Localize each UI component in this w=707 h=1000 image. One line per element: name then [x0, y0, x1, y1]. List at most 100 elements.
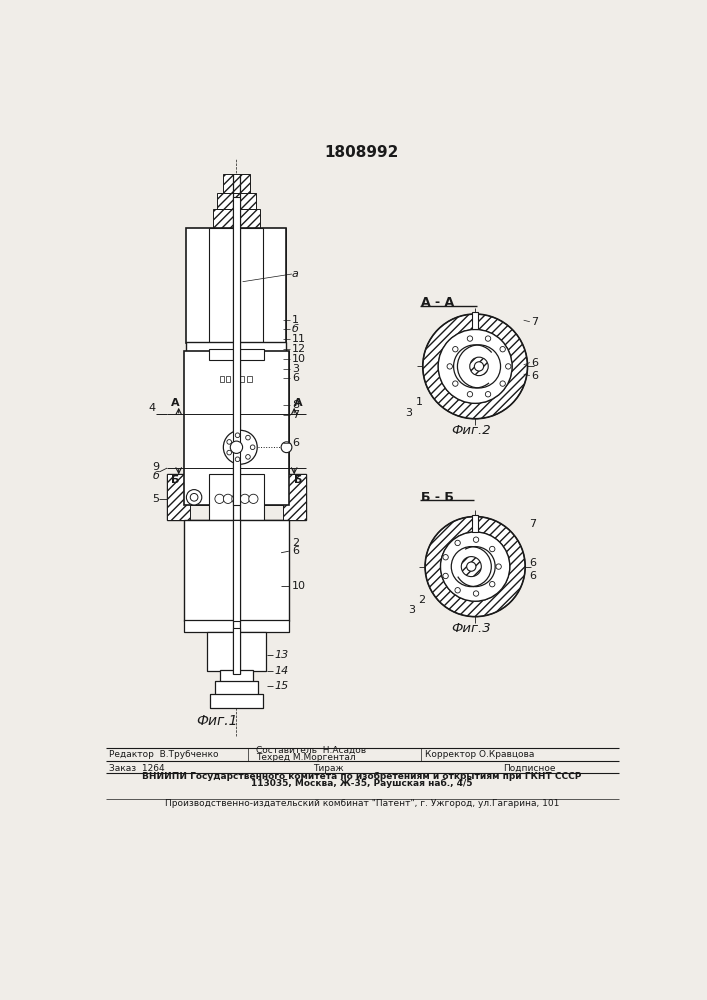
- Circle shape: [223, 494, 233, 503]
- Text: Б: Б: [170, 475, 179, 485]
- Text: б: б: [152, 471, 159, 481]
- Bar: [209, 349, 264, 360]
- Circle shape: [438, 329, 512, 403]
- Circle shape: [500, 347, 506, 352]
- Bar: [214, 209, 259, 228]
- Bar: [226, 376, 230, 382]
- Bar: [207, 632, 266, 671]
- Bar: [217, 228, 256, 243]
- Bar: [209, 474, 264, 520]
- Text: 6: 6: [292, 546, 299, 556]
- Text: 12: 12: [292, 344, 306, 354]
- Text: Производственно-издательский комбинат "Патент", г. Ужгород, ул.Гагарина, 101: Производственно-издательский комбинат "П…: [165, 799, 559, 808]
- Text: 2: 2: [418, 595, 425, 605]
- Circle shape: [187, 490, 201, 505]
- Circle shape: [489, 546, 495, 552]
- Text: 9: 9: [152, 462, 159, 472]
- Text: 4: 4: [148, 403, 156, 413]
- Text: Подписное: Подписное: [503, 764, 555, 773]
- Bar: [219, 376, 224, 382]
- Text: 14: 14: [275, 666, 289, 676]
- Bar: [233, 197, 240, 505]
- Circle shape: [469, 357, 489, 376]
- Bar: [207, 632, 266, 671]
- Text: 6: 6: [292, 373, 299, 383]
- Wedge shape: [425, 517, 525, 617]
- Circle shape: [506, 364, 511, 369]
- Circle shape: [452, 347, 458, 352]
- Text: 6: 6: [532, 358, 538, 368]
- Circle shape: [235, 457, 240, 462]
- Circle shape: [215, 494, 224, 503]
- Bar: [184, 351, 209, 505]
- Text: 8: 8: [292, 400, 299, 410]
- Text: Тираж: Тираж: [313, 764, 344, 773]
- Bar: [184, 520, 209, 620]
- Circle shape: [443, 573, 448, 579]
- Bar: [219, 670, 253, 682]
- Circle shape: [447, 364, 452, 369]
- Text: 2: 2: [292, 538, 299, 548]
- Bar: [215, 681, 258, 696]
- Circle shape: [230, 441, 243, 453]
- Bar: [241, 228, 250, 343]
- Text: a: a: [292, 269, 299, 279]
- Text: 6: 6: [529, 558, 536, 568]
- Text: Б - Б: Б - Б: [421, 491, 454, 504]
- Bar: [167, 474, 190, 520]
- Circle shape: [452, 381, 458, 386]
- Text: Корректор О.Кравцова: Корректор О.Кравцова: [425, 750, 534, 759]
- Text: 3: 3: [405, 408, 412, 418]
- Text: А - А: А - А: [421, 296, 455, 309]
- Circle shape: [240, 494, 250, 503]
- Bar: [187, 342, 286, 353]
- Circle shape: [461, 557, 481, 577]
- Text: 6: 6: [529, 571, 536, 581]
- Bar: [283, 474, 305, 520]
- Circle shape: [235, 433, 240, 438]
- Bar: [184, 520, 288, 620]
- Text: 113035, Москва, Ж-35, Раушская наб., 4/5: 113035, Москва, Ж-35, Раушская наб., 4/5: [251, 779, 473, 788]
- Circle shape: [489, 581, 495, 587]
- Text: 7: 7: [532, 317, 539, 327]
- Bar: [472, 312, 478, 329]
- Text: Заказ  1264: Заказ 1264: [110, 764, 165, 773]
- Bar: [184, 620, 288, 632]
- Circle shape: [467, 562, 476, 571]
- Bar: [210, 694, 262, 708]
- Text: Фиг.1: Фиг.1: [197, 714, 238, 728]
- Bar: [184, 351, 288, 505]
- Text: 3: 3: [408, 605, 415, 615]
- Text: 6: 6: [532, 371, 538, 381]
- Bar: [184, 620, 288, 632]
- Circle shape: [249, 494, 258, 503]
- Circle shape: [485, 392, 491, 397]
- Circle shape: [245, 435, 250, 440]
- Text: 13: 13: [275, 650, 289, 660]
- Text: 3: 3: [292, 364, 299, 374]
- Text: 11: 11: [292, 334, 306, 344]
- Circle shape: [440, 532, 510, 601]
- Bar: [215, 681, 258, 696]
- Text: A: A: [293, 398, 303, 408]
- Bar: [167, 474, 305, 520]
- Text: 15: 15: [275, 681, 289, 691]
- Circle shape: [467, 392, 473, 397]
- Text: 1: 1: [292, 315, 299, 325]
- Bar: [264, 228, 286, 343]
- Text: б: б: [292, 324, 299, 334]
- Bar: [209, 228, 264, 343]
- Bar: [243, 363, 258, 386]
- Circle shape: [467, 336, 473, 341]
- Circle shape: [485, 336, 491, 341]
- Circle shape: [451, 547, 491, 587]
- Text: 1808992: 1808992: [325, 145, 399, 160]
- Text: A: A: [170, 398, 179, 408]
- Circle shape: [245, 455, 250, 459]
- Bar: [233, 628, 240, 674]
- Text: Редактор  В.Трубченко: Редактор В.Трубченко: [110, 750, 219, 759]
- Text: Фиг.2: Фиг.2: [452, 424, 491, 437]
- Circle shape: [227, 440, 231, 444]
- Circle shape: [190, 493, 198, 501]
- Bar: [187, 228, 209, 343]
